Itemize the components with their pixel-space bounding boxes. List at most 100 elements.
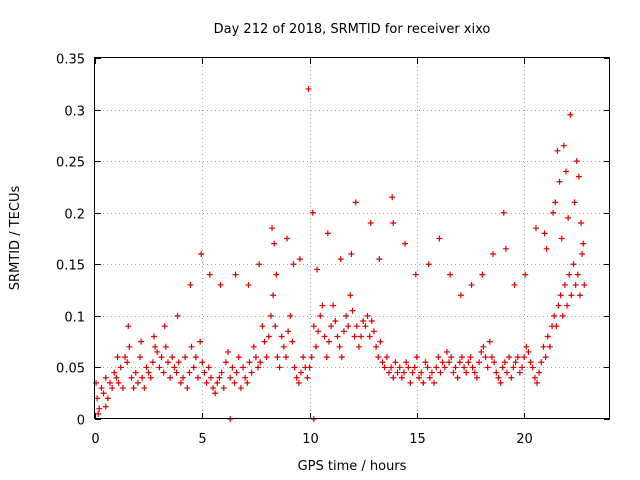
data-point — [355, 343, 362, 350]
data-point — [132, 369, 139, 376]
data-point — [340, 328, 347, 335]
data-point — [298, 369, 304, 376]
data-point — [527, 359, 534, 366]
x-tick-label: 15 — [409, 432, 426, 447]
data-point — [95, 410, 102, 417]
data-point — [156, 364, 163, 371]
data-point — [128, 374, 135, 381]
data-point — [418, 369, 425, 376]
data-point — [390, 220, 397, 227]
data-point — [336, 343, 343, 350]
data-point — [465, 359, 472, 366]
data-point — [508, 374, 515, 381]
data-point — [195, 374, 201, 381]
data-point — [461, 364, 468, 371]
data-point — [212, 390, 219, 397]
data-point — [218, 369, 225, 376]
data-point — [210, 385, 217, 392]
data-point — [242, 374, 249, 381]
data-point — [134, 379, 141, 386]
data-point — [390, 374, 397, 381]
data-point — [428, 369, 435, 376]
data-point — [376, 256, 383, 263]
data-point — [425, 261, 432, 268]
data-point — [581, 281, 588, 288]
data-point — [203, 379, 210, 386]
data-point — [479, 271, 486, 278]
data-point — [353, 323, 360, 330]
data-point — [500, 209, 507, 216]
data-point — [538, 359, 545, 366]
data-point — [476, 359, 483, 366]
data-point — [501, 359, 508, 366]
data-point — [575, 173, 582, 180]
data-point — [244, 379, 251, 386]
data-point — [578, 220, 585, 227]
data-point — [192, 354, 199, 361]
data-point — [436, 235, 443, 242]
data-point — [289, 338, 296, 345]
data-point — [388, 364, 395, 371]
data-point — [381, 364, 388, 371]
data-point — [174, 312, 181, 319]
data-point — [130, 385, 137, 392]
data-point — [233, 369, 240, 376]
data-point — [402, 240, 409, 247]
data-point — [502, 245, 509, 252]
data-point — [478, 348, 485, 355]
data-point — [454, 374, 461, 381]
data-point — [107, 379, 114, 386]
y-tick-label: 0.35 — [56, 53, 85, 68]
data-point — [556, 178, 563, 185]
data-point — [403, 359, 410, 366]
data-point — [122, 354, 129, 361]
data-point — [177, 379, 184, 386]
data-point — [570, 261, 577, 268]
data-point — [493, 369, 500, 376]
y-tick-label: 0.05 — [56, 362, 85, 377]
data-point — [499, 364, 506, 371]
data-point — [282, 354, 289, 361]
data-point — [231, 379, 238, 386]
data-point — [125, 323, 132, 330]
data-point — [235, 354, 242, 361]
data-point — [468, 281, 475, 288]
data-point — [407, 379, 414, 386]
data-point — [349, 307, 356, 314]
data-point — [158, 354, 165, 361]
data-point — [362, 323, 369, 330]
x-tick-label: 20 — [516, 432, 533, 447]
data-point — [102, 403, 109, 410]
data-point — [471, 369, 478, 376]
data-point — [248, 369, 255, 376]
data-point — [186, 369, 193, 376]
data-point — [255, 364, 262, 371]
data-point — [225, 348, 232, 355]
data-point — [512, 359, 519, 366]
y-tick-label: 0.15 — [56, 259, 85, 274]
data-point — [259, 323, 266, 330]
data-point — [152, 343, 159, 350]
x-axis-label: GPS time / hours — [298, 459, 407, 474]
data-point — [409, 369, 416, 376]
data-point — [448, 354, 455, 361]
data-point — [284, 235, 291, 242]
data-point — [324, 230, 331, 237]
data-point — [413, 354, 420, 361]
data-point — [447, 271, 454, 278]
data-point — [328, 323, 335, 330]
data-point — [540, 343, 547, 350]
data-point — [572, 281, 579, 288]
data-point — [405, 364, 412, 371]
data-point — [137, 354, 144, 361]
data-point — [306, 364, 313, 371]
data-point — [385, 369, 392, 376]
data-point — [343, 312, 350, 319]
data-point — [554, 147, 561, 154]
data-point — [420, 379, 427, 386]
data-point — [332, 318, 339, 325]
data-point — [441, 364, 448, 371]
data-point — [352, 199, 359, 206]
data-point — [469, 364, 476, 371]
data-point — [240, 364, 247, 371]
